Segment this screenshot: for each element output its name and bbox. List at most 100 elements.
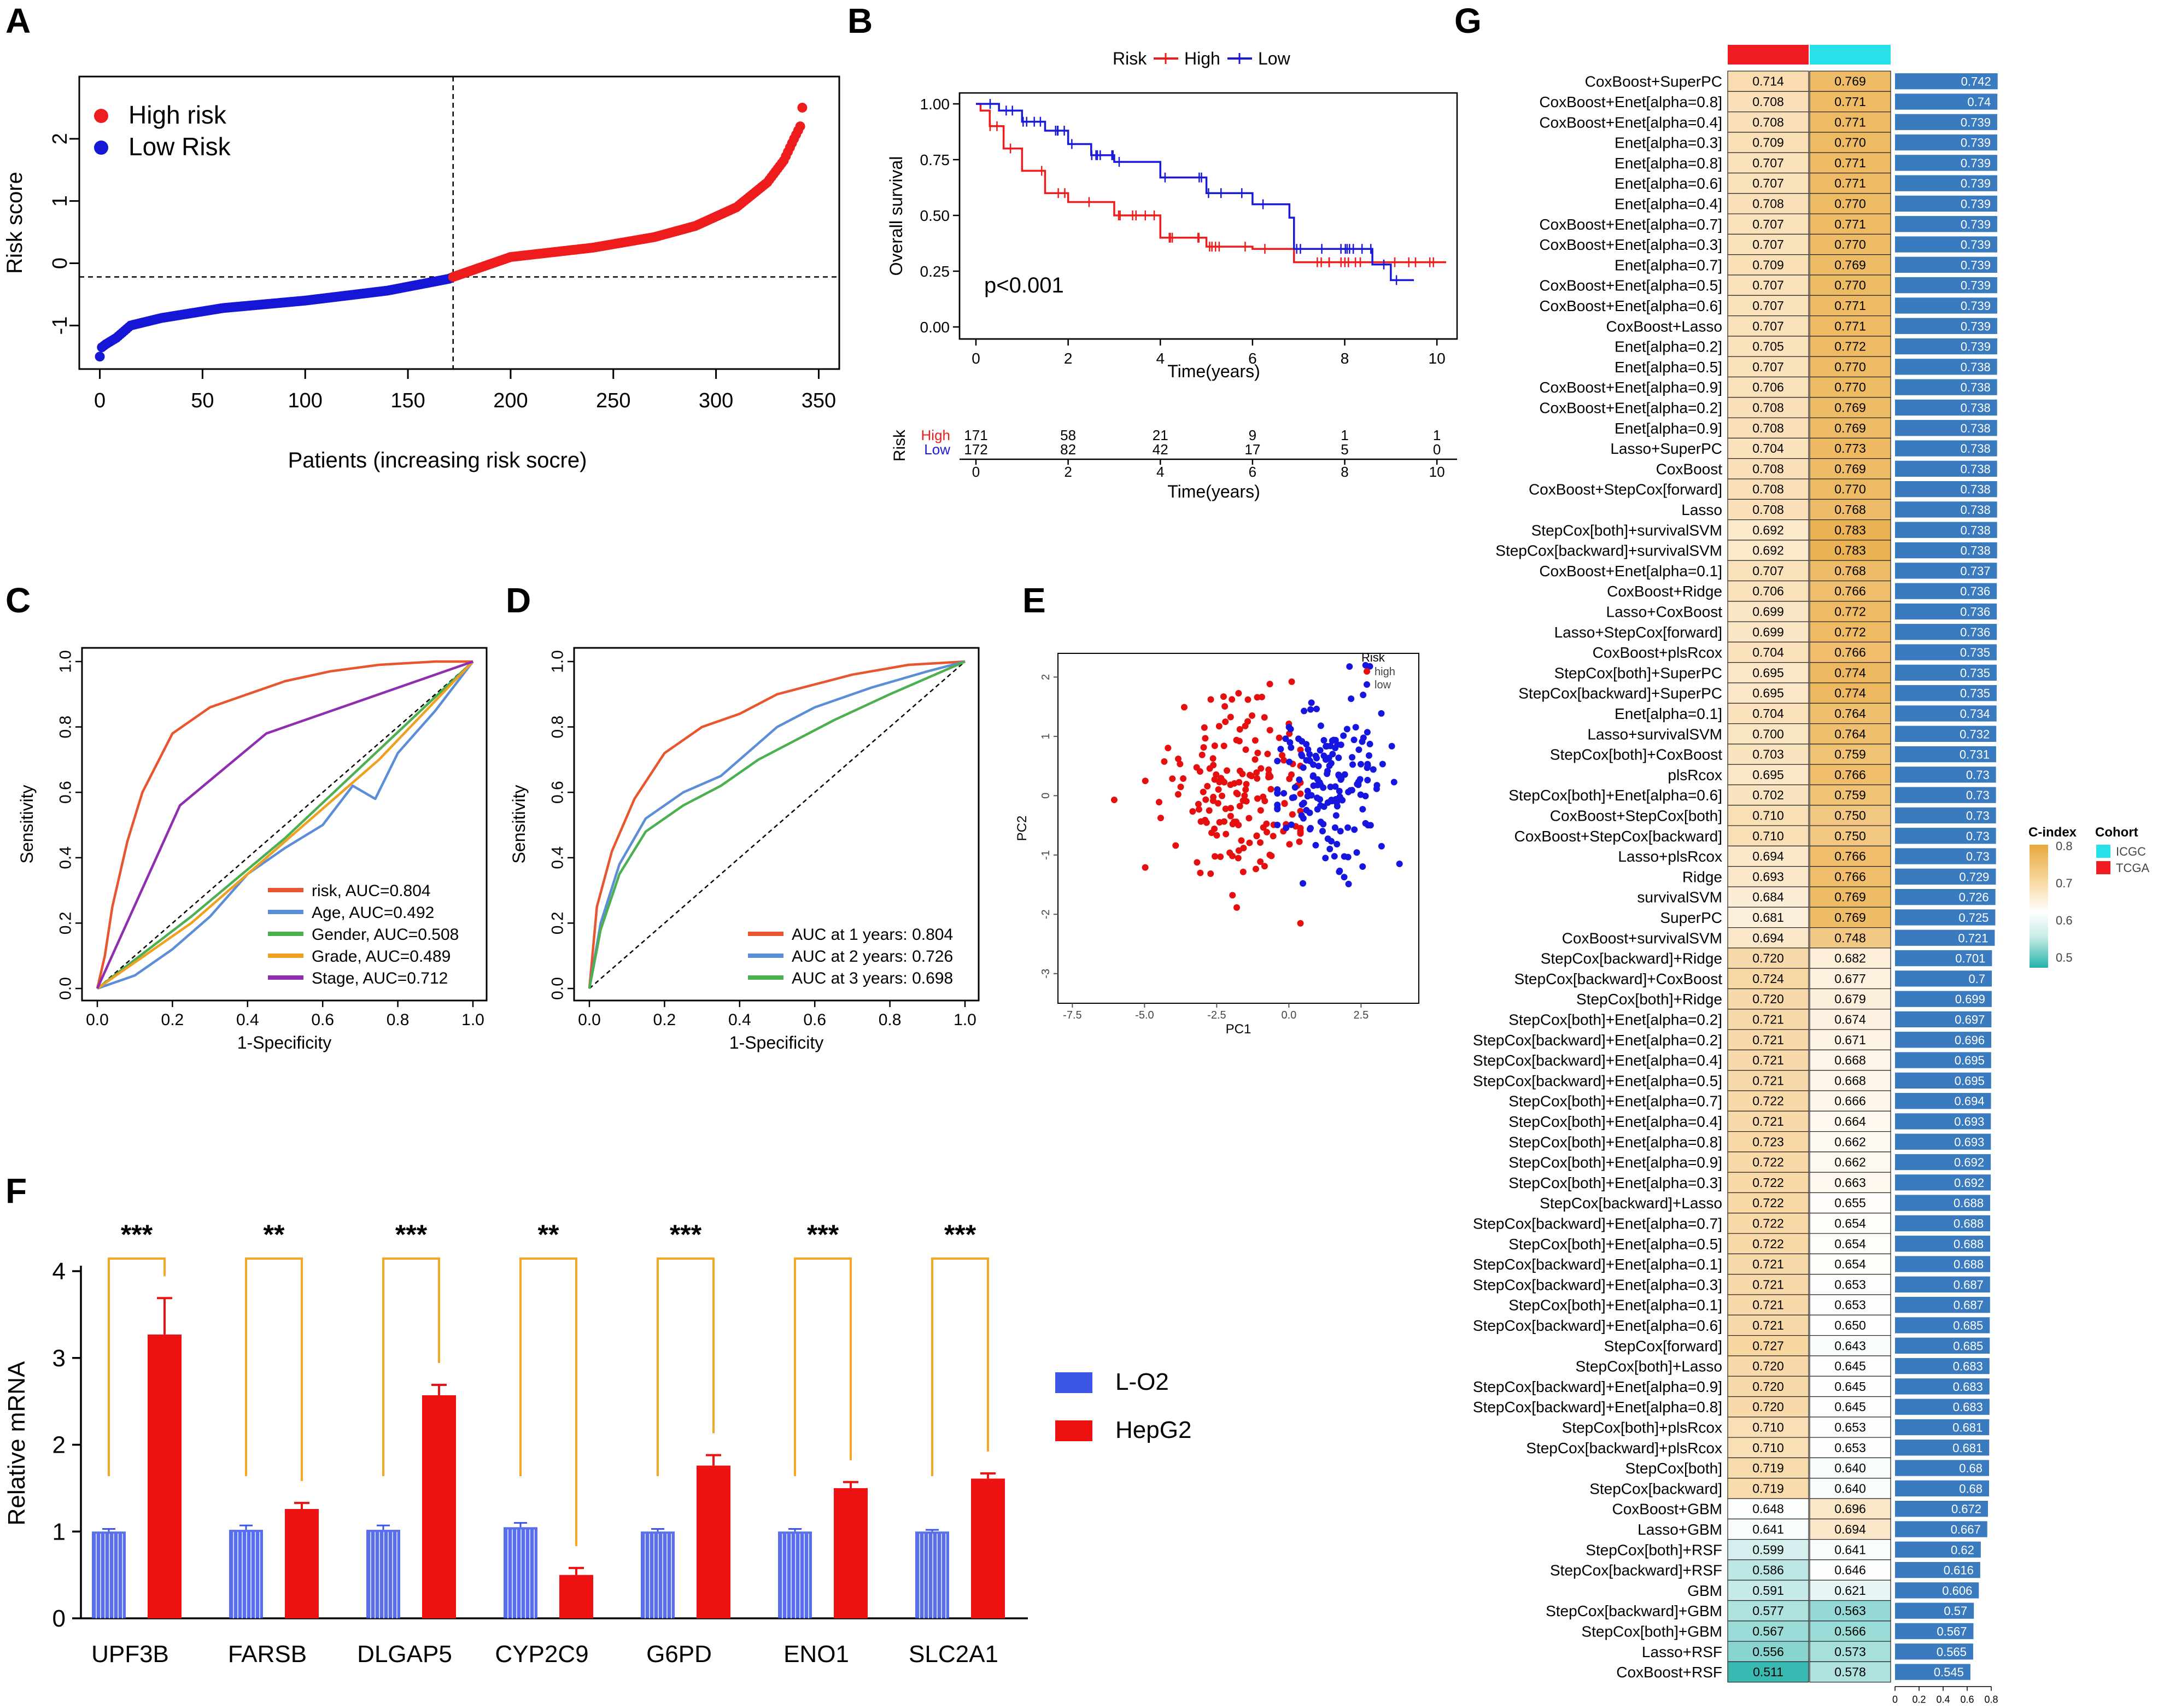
mean-value: 0.685 [1953, 1339, 1983, 1353]
row-label: CoxBoost+StepCox[backward] [1514, 828, 1722, 845]
pca-point [1267, 786, 1274, 793]
pca-point [1177, 761, 1184, 768]
mean-value: 0.739 [1961, 136, 1991, 150]
row-label: CoxBoost+Enet[alpha=0.8] [1539, 93, 1722, 110]
row-label: StepCox[both]+Enet[alpha=0.1] [1508, 1297, 1722, 1314]
pca-point [1349, 754, 1356, 761]
row-label: StepCox[backward]+Lasso [1540, 1195, 1722, 1212]
bar-hepg2 [422, 1395, 456, 1618]
row-label: CoxBoost+Enet[alpha=0.3] [1539, 236, 1722, 253]
cell-value: 0.707 [1752, 156, 1784, 170]
mean-bar [1895, 420, 1997, 436]
survival-curve-high [976, 103, 1446, 264]
row-label: StepCox[backward]+Ridge [1541, 950, 1722, 967]
cell-tcga [1727, 213, 1809, 235]
cell-tcga [1727, 1131, 1809, 1153]
cell-icgc [1809, 1009, 1891, 1030]
cell-icgc [1809, 1294, 1891, 1315]
plot-frame [78, 75, 840, 370]
row-label: CoxBoost [1656, 460, 1723, 477]
cell-icgc [1809, 376, 1891, 398]
row-label: Ridge [1682, 868, 1722, 885]
mean-bar [1895, 1399, 1990, 1415]
significance-label: *** [807, 1219, 839, 1250]
significance-label: *** [395, 1219, 428, 1250]
x-tick-label: SLC2A1 [909, 1641, 998, 1668]
mean-value: 0.731 [1960, 748, 1990, 762]
pca-point [1257, 807, 1264, 814]
significance-bracket [382, 1257, 440, 1476]
pca-point [1233, 904, 1240, 911]
row-label: StepCox[backward]+Enet[alpha=0.2] [1473, 1032, 1722, 1049]
cell-value: 0.674 [1834, 1012, 1866, 1026]
cindex-tick-label: 0.7 [2056, 876, 2073, 890]
pca-point [1266, 851, 1273, 858]
pca-point [1270, 833, 1277, 840]
cell-value: 0.768 [1834, 502, 1866, 517]
cell-value: 0.563 [1834, 1604, 1866, 1618]
cell-value: 0.706 [1752, 380, 1784, 394]
pca-point [1326, 762, 1333, 769]
pca-point [1313, 705, 1320, 712]
cell-tcga [1727, 988, 1809, 1010]
pca-point [1306, 809, 1313, 816]
panel-f-mrna-bar-chart: 0 1 2 3 4 Relative mRNA *** UPF3B ** FARSB *** DLGA… [3, 1219, 1191, 1668]
legend-label: AUC at 2 years: 0.726 [792, 947, 953, 966]
pca-point [1274, 805, 1281, 812]
cell-value: 0.706 [1752, 584, 1784, 598]
cell-value: 0.653 [1834, 1441, 1866, 1455]
x-axis-title: PC1 [1226, 1022, 1251, 1037]
mean-bar [1895, 1582, 1979, 1599]
cell-icgc [1809, 112, 1891, 133]
cell-value: 0.703 [1752, 747, 1784, 762]
cell-value: 0.722 [1752, 1155, 1784, 1169]
row-label: StepCox[backward]+Enet[alpha=0.1] [1473, 1256, 1722, 1273]
bar-hepg2 [834, 1488, 868, 1618]
pca-point [1233, 736, 1240, 744]
mean-value: 0.696 [1955, 1033, 1985, 1047]
pca-point [1359, 863, 1366, 870]
pca-point [1289, 811, 1296, 818]
cindex-legend-title: C-index [2028, 825, 2077, 840]
cell-tcga [1727, 1009, 1809, 1030]
panel-a-risk-score-plot: 0 50 100 150 200 250 300 350 -1 0 1 2 Patients (incr… [3, 75, 840, 472]
pca-point [1212, 853, 1219, 860]
cell-value: 0.766 [1834, 584, 1866, 598]
mean-value: 0.687 [1954, 1298, 1984, 1312]
table-count: 9 [1249, 427, 1256, 443]
panel-b-survival-plot: 0 2 4 6 8 100.000.250.500.751.00Time(years)Ov… [886, 49, 1458, 501]
cell-value: 0.705 [1752, 340, 1784, 354]
pca-point [1288, 678, 1295, 685]
cell-value: 0.770 [1834, 482, 1866, 496]
panel-label-a: A [5, 1, 31, 40]
mean-bar [1895, 909, 1996, 926]
row-label: Enet[alpha=0.8] [1615, 155, 1722, 172]
pca-point [1211, 776, 1218, 783]
cell-icgc [1809, 560, 1891, 582]
cell-value: 0.591 [1752, 1583, 1784, 1598]
cell-icgc [1809, 1110, 1891, 1132]
mean-value: 0.73 [1966, 829, 1990, 843]
cell-tcga [1727, 1294, 1809, 1315]
cell-value: 0.662 [1834, 1155, 1866, 1169]
cell-icgc [1809, 621, 1891, 642]
row-label: CoxBoost+Enet[alpha=0.1] [1539, 563, 1722, 580]
cell-icgc [1809, 1274, 1891, 1295]
pca-point [1155, 799, 1162, 806]
cell-tcga [1727, 417, 1809, 438]
table-count: 82 [1060, 441, 1076, 458]
mean-bar [1895, 1297, 1990, 1313]
plot-frame [1057, 653, 1419, 1004]
y-tick-label: 0.8 [549, 716, 567, 739]
row-label: StepCox[both]+Enet[alpha=0.5] [1508, 1236, 1722, 1253]
cell-tcga [1727, 193, 1809, 214]
mean-bar [1895, 542, 1997, 559]
cell-value: 0.769 [1834, 258, 1866, 272]
mean-bar [1895, 1174, 1991, 1191]
cell-tcga [1727, 478, 1809, 500]
x-axis-title: 1-Specificity [237, 1033, 332, 1052]
mean-bar [1895, 1541, 1981, 1558]
mean-bar [1895, 807, 1996, 824]
pca-point [1314, 806, 1321, 813]
